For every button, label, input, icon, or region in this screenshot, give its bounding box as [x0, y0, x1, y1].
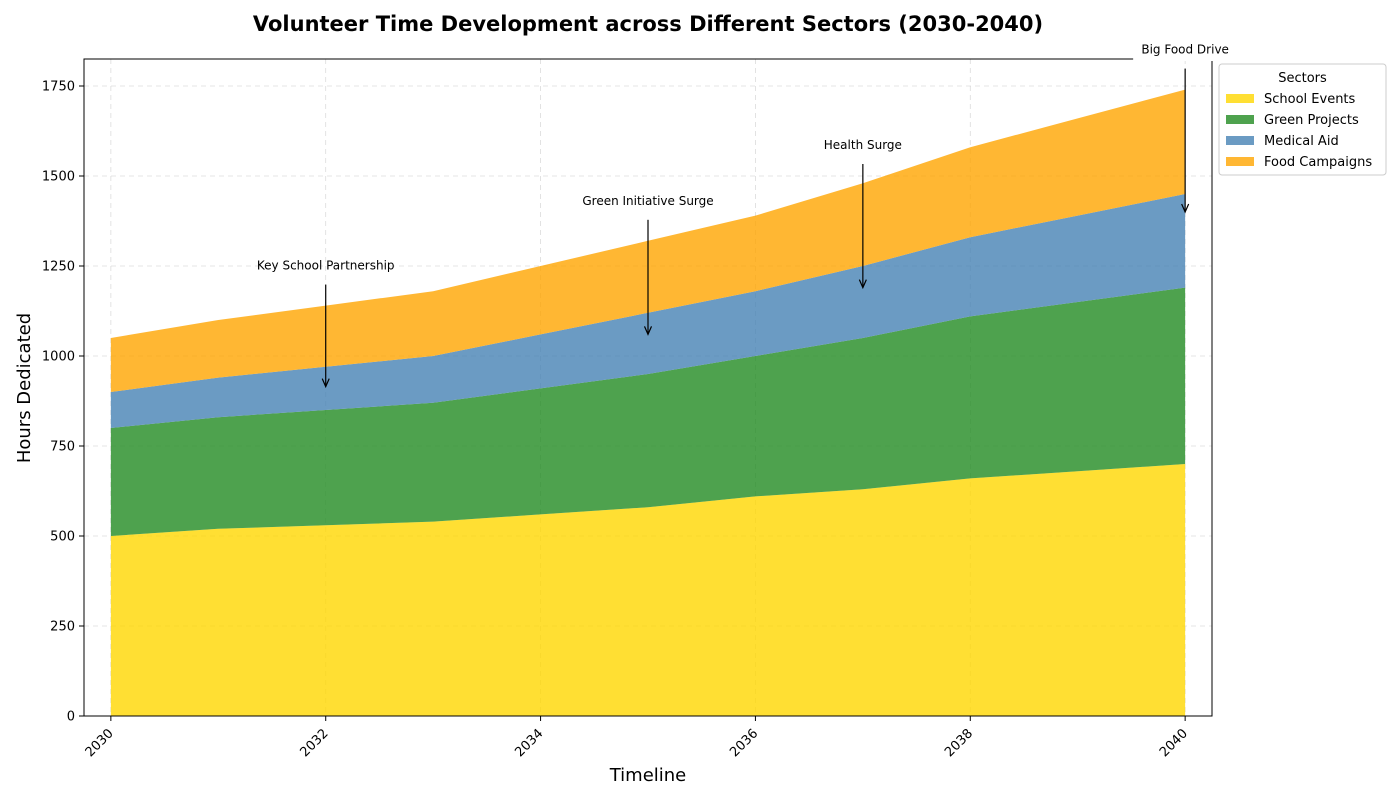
legend-entry: Food Campaigns — [1264, 155, 1372, 170]
x-tick-label: 2034 — [512, 726, 546, 760]
chart-title: Volunteer Time Development across Differ… — [253, 12, 1043, 36]
area-layer — [110, 89, 1186, 716]
annotation-arrow-head — [858, 279, 867, 290]
annotation-arrow-head — [643, 326, 653, 336]
y-tick-label: 1250 — [42, 260, 75, 275]
area-medical-aid — [110, 194, 1186, 428]
legend-swatch — [1226, 94, 1254, 103]
annotation-label: Key School Partnership — [257, 259, 395, 273]
area-school-events — [110, 464, 1186, 716]
x-axis-label: Timeline — [609, 765, 687, 786]
legend-swatch — [1226, 136, 1254, 145]
x-tick-label: 2040 — [1157, 726, 1191, 760]
legend-title: Sectors — [1278, 71, 1327, 86]
area-green-projects — [110, 287, 1186, 536]
y-tick-label: 1500 — [42, 170, 75, 185]
y-tick-label: 1000 — [42, 350, 75, 365]
annotations: Key School Partnership Green Initiative S… — [257, 43, 1238, 389]
y-tick-label: 0 — [67, 710, 75, 725]
legend-box — [1218, 63, 1387, 176]
y-tick-label: 750 — [50, 440, 75, 455]
y-tick-label: 1750 — [42, 80, 75, 95]
legend-swatch — [1226, 115, 1254, 124]
annotation-arrow-head — [321, 378, 330, 389]
area-food-campaigns — [110, 89, 1186, 392]
legend-entry: Medical Aid — [1264, 134, 1339, 149]
x-tick-label: 2036 — [727, 726, 761, 760]
annotation-label: Green Initiative Surge — [582, 194, 713, 208]
legend-entry: School Events — [1264, 92, 1356, 107]
legend-swatch — [1226, 157, 1254, 166]
plot-frame — [83, 58, 1213, 717]
x-tick-label: 2038 — [942, 726, 976, 760]
legend: Sectors School Events Green Projects Medica… — [1218, 63, 1387, 176]
annotation-label: Big Food Drive — [1141, 43, 1229, 57]
y-tick-label: 250 — [50, 620, 75, 635]
y-axis-label: Hours Dedicated — [14, 313, 35, 463]
y-tick-label: 500 — [50, 530, 75, 545]
x-tick-label: 2032 — [298, 726, 332, 760]
annotation-arrow-head — [1181, 203, 1190, 214]
x-tick-label: 2030 — [83, 726, 117, 760]
annotation-label: Health Surge — [824, 138, 902, 152]
legend-entry: Green Projects — [1264, 113, 1359, 128]
annotation-bg — [1133, 57, 1238, 61]
